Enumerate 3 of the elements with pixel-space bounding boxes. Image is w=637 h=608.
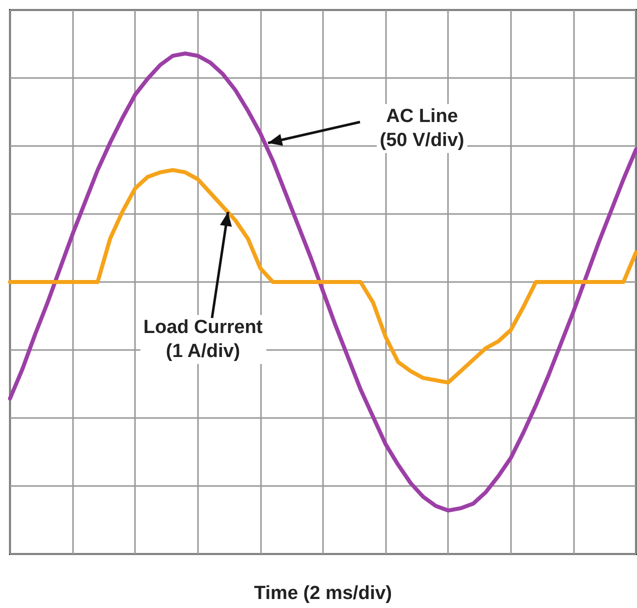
x-axis-title: Time (2 ms/div) xyxy=(254,583,392,604)
annotation: Load Current (1 A/div) xyxy=(143,317,264,362)
annotation: AC Line (50 V/div) xyxy=(380,106,464,151)
